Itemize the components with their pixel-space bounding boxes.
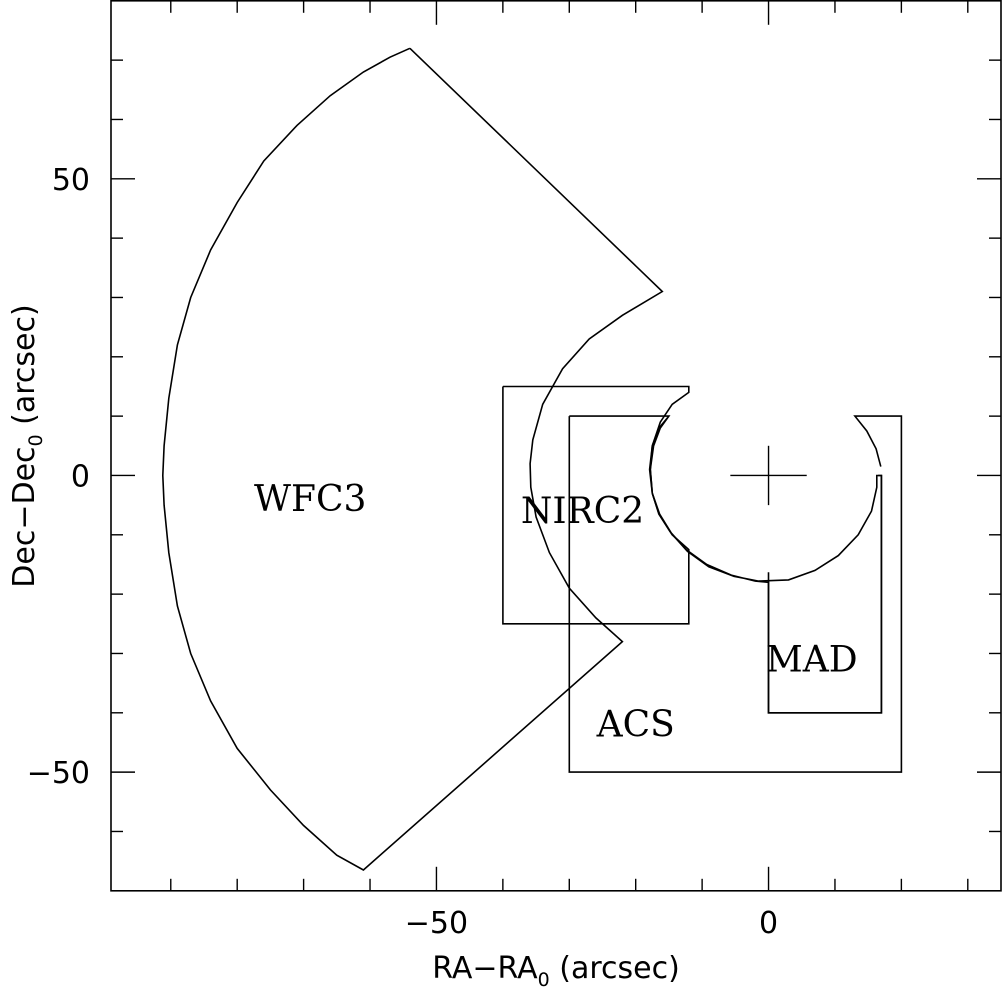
x-axis-label-sub: 0 [538, 969, 550, 990]
y-axis-label-main: Dec−Dec [7, 446, 42, 587]
x-axis-label: RA−RA0 (arcsec) [432, 951, 680, 990]
x-axis-label-tail: (arcsec) [550, 951, 680, 986]
center-marker [730, 445, 807, 506]
tick-labels: −50 0 50 0 −50 [27, 163, 778, 941]
plot-frame [110, 0, 1002, 892]
field-label-acs: ACS [596, 705, 675, 746]
y-axis-label-sub: 0 [25, 434, 47, 446]
y-tick-label: 0 [71, 459, 90, 494]
field-acs [569, 415, 883, 714]
y-axis-label-tail: (arcsec) [7, 304, 42, 434]
y-axis-label: Dec−Dec0 (arcsec) [7, 304, 47, 587]
field-outlines [161, 47, 903, 871]
y-tick-label: 50 [52, 163, 90, 198]
field-labels: WFC3 NIRC2 ACS MAD [254, 479, 858, 745]
field-label-wfc3: WFC3 [254, 479, 366, 520]
x-tick-label: 0 [759, 906, 778, 941]
field-label-nirc2: NIRC2 [521, 491, 644, 532]
y-tick-label: −50 [27, 756, 90, 791]
x-tick-label: −50 [405, 906, 468, 941]
field-wfc3 [161, 47, 664, 871]
field-acs-outer [568, 415, 903, 773]
minor-ticks [111, 0, 1001, 891]
field-label-mad: MAD [766, 639, 858, 680]
x-axis-label-main: RA−RA [432, 951, 538, 986]
field-mad [767, 474, 883, 714]
